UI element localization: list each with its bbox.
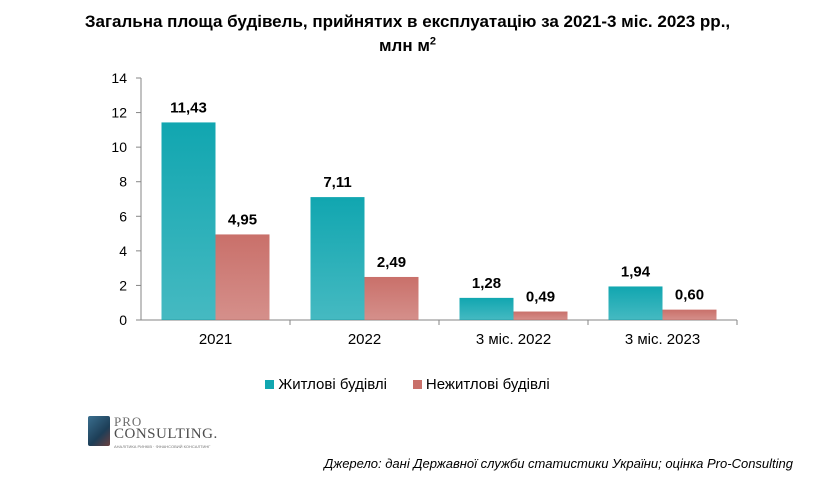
logo-pro-text: PRO <box>114 414 143 429</box>
legend-swatch-residential <box>265 380 275 389</box>
y-tick-label: 4 <box>119 243 127 259</box>
bar-residential <box>459 297 514 320</box>
bar-nonresidential <box>513 311 568 320</box>
x-tick-label: 2022 <box>348 331 381 348</box>
x-tick-label: 3 міс. 2022 <box>476 331 551 348</box>
chart-bars <box>161 122 717 320</box>
chart-title-unit: млн м <box>378 36 430 55</box>
bar-chart: 0 2 4 6 8 10 12 14 2021 2022 3 міс. 2022 3 міс. 202… <box>111 70 738 348</box>
bar-residential <box>310 197 365 320</box>
data-label: 0,60 <box>675 287 704 304</box>
bar-residential <box>608 286 663 320</box>
data-label: 1,28 <box>472 275 501 292</box>
logo-mark-icon <box>88 416 110 446</box>
y-tick-label: 6 <box>119 208 127 224</box>
bar-residential <box>161 122 216 320</box>
data-label: 1,94 <box>621 263 651 280</box>
data-label: 0,49 <box>526 289 555 306</box>
x-tick-label: 2021 <box>199 331 232 348</box>
legend-label-nonresidential: Нежитлові будівлі <box>425 376 550 393</box>
data-label: 11,43 <box>170 99 207 116</box>
y-tick-label: 8 <box>119 174 127 190</box>
chart-title-superscript: 2 <box>429 35 437 48</box>
bar-nonresidential <box>215 234 270 320</box>
legend-item-nonresidential: Нежитлові будівлі <box>412 376 550 393</box>
chart-labels: 11,43 4,95 7,11 2,49 1,28 0,49 1,94 0,60 <box>170 99 704 305</box>
x-tick-label: 3 міс. 2023 <box>625 331 700 348</box>
chart-title: Загальна площа будівель, прийнятих в екс… <box>0 10 815 58</box>
legend-label-residential: Житлові будівлі <box>278 376 387 393</box>
source-note: Джерело: дані Державної служби статистик… <box>324 456 793 471</box>
legend-swatch-nonresidential <box>412 380 422 389</box>
bar-nonresidential <box>662 309 717 320</box>
y-tick-label: 2 <box>119 277 127 293</box>
logo-tagline: АНАЛІТИКА РИНКІВ · ФІНАНСОВИЙ КОНСАЛТИНГ <box>114 444 211 449</box>
legend-item-residential: Житлові будівлі <box>265 376 387 393</box>
bar-nonresidential <box>364 276 419 320</box>
data-label: 4,95 <box>228 211 257 228</box>
chart-title-line1: Загальна площа будівель, прийнятих в екс… <box>84 12 731 31</box>
chart-title-line2: млн м2 <box>0 34 815 58</box>
y-tick-label: 10 <box>111 139 127 155</box>
chart-legend: Житлові будівлі Нежитлові будівлі <box>0 376 815 393</box>
y-tick-label: 12 <box>111 105 127 121</box>
data-label: 7,11 <box>323 174 351 191</box>
y-tick-label: 14 <box>111 70 127 86</box>
logo-consulting-text: CONSULTING. <box>114 426 218 442</box>
pro-consulting-logo: PRO CONSULTING. АНАЛІТИКА РИНКІВ · ФІНАН… <box>88 414 228 454</box>
y-tick-label: 0 <box>119 312 127 328</box>
data-label: 2,49 <box>377 254 406 271</box>
